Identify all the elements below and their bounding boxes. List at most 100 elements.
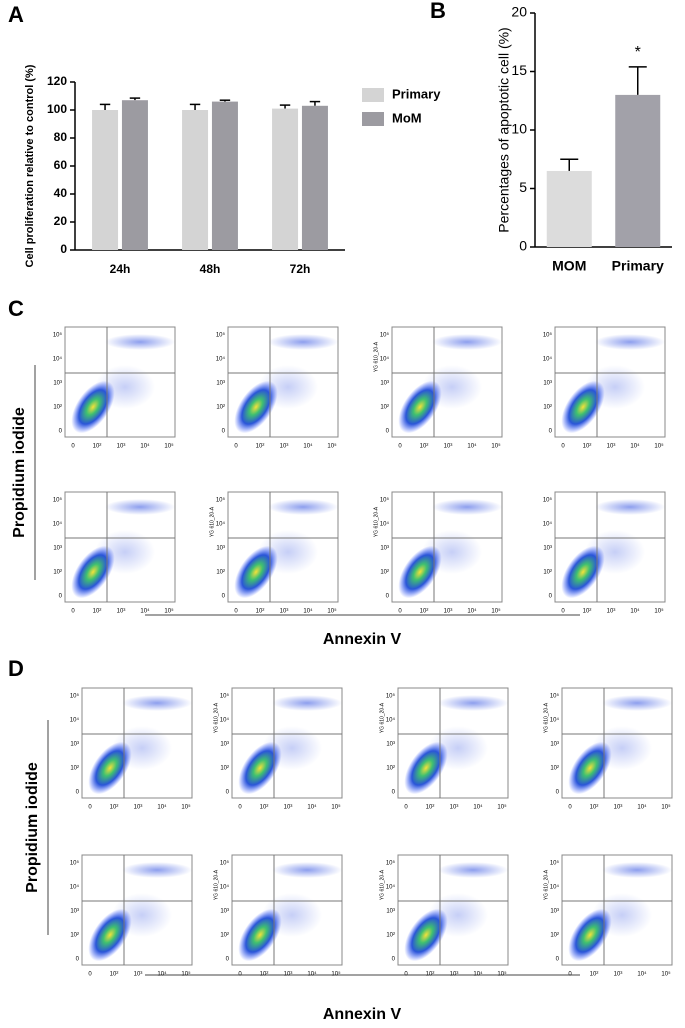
panel-label: D <box>8 656 24 681</box>
x-tick-label: 10⁵ <box>491 608 501 615</box>
x-axis-title: Annexin V <box>323 1006 402 1023</box>
x-tick-label: 10⁵ <box>661 804 671 811</box>
x-tick-label: 0 <box>568 972 572 978</box>
x-tick-label: 10² <box>260 805 269 811</box>
flow-plot: 0 10² 10³ 10⁴ 10⁵ 10⁵ 10⁴ 10³ 10² 0 YG 610_20-A <box>373 326 503 450</box>
x-tick-label: 10⁴ <box>140 608 150 615</box>
sparse-cloud <box>262 726 322 770</box>
x-tick-label: 10⁴ <box>157 971 167 978</box>
bar <box>301 105 328 250</box>
x-tick-label: 10² <box>583 444 592 450</box>
x-tick-label: 10² <box>590 805 599 811</box>
x-tick-label: 10⁴ <box>473 971 483 978</box>
bar <box>182 110 209 250</box>
y-tick-label: 0 <box>76 957 80 963</box>
y-tick-label: 10⁵ <box>386 860 396 867</box>
bar <box>92 110 119 250</box>
y-tick-label: 10⁵ <box>380 497 390 504</box>
y-tick-label: 10² <box>543 570 552 576</box>
sparse-cloud <box>105 334 175 350</box>
y-axis-title: Propidium iodide <box>11 407 28 538</box>
x-tick-label: Primary <box>612 258 664 274</box>
y-tick-label: 10⁴ <box>220 884 230 891</box>
y-tick-label: 0 <box>549 594 553 600</box>
y-tick-label: 0 <box>60 242 67 256</box>
flow-plot: 0 10² 10³ 10⁴ 10⁵ 10⁵ 10⁴ 10³ 10² 0 YG 610_20-A <box>213 854 343 978</box>
x-tick-label: 0 <box>71 444 75 450</box>
sparse-cloud <box>428 726 488 770</box>
y-tick-label: 10⁴ <box>386 884 396 891</box>
y-tick-label: 10⁵ <box>550 693 560 700</box>
y-tick-label: 10⁵ <box>53 332 63 339</box>
sparse-cloud <box>268 334 338 350</box>
sparse-cloud <box>602 862 672 878</box>
y-tick-label: 10³ <box>543 381 552 387</box>
bar <box>546 170 592 247</box>
y-tick-label: 10² <box>380 405 389 411</box>
sparse-cloud <box>592 893 652 937</box>
sparse-cloud <box>438 862 508 878</box>
plot-y-label: YG 610_20-A <box>213 702 219 733</box>
sparse-cloud <box>422 365 482 409</box>
y-tick-label: 10³ <box>216 381 225 387</box>
bar <box>272 108 299 250</box>
sparse-cloud <box>585 530 645 574</box>
y-axis-title: Percentages of apoptotic cell (%) <box>496 27 512 232</box>
y-tick-label: 10² <box>220 933 229 939</box>
x-tick-label: 10⁴ <box>157 804 167 811</box>
y-tick-label: 0 <box>392 957 396 963</box>
y-tick-label: 80 <box>54 130 68 144</box>
x-tick-label: 10² <box>110 972 119 978</box>
x-tick-label: 10⁵ <box>497 971 507 978</box>
sparse-cloud <box>258 530 318 574</box>
x-tick-label: 10⁵ <box>327 608 337 615</box>
flow-plot: 0 10² 10³ 10⁴ 10⁵ 10⁵ 10⁴ 10³ 10² 0 <box>543 326 666 450</box>
y-tick-label: 10³ <box>386 742 395 748</box>
y-tick-label: 10⁵ <box>220 860 230 867</box>
y-tick-label: 15 <box>511 62 527 78</box>
y-tick-label: 100 <box>47 102 67 116</box>
x-tick-label: 0 <box>238 972 242 978</box>
sparse-cloud <box>438 695 508 711</box>
y-tick-label: 10⁵ <box>380 332 390 339</box>
y-tick-label: 0 <box>392 790 396 796</box>
sparse-cloud <box>585 365 645 409</box>
x-tick-label: 10² <box>260 972 269 978</box>
x-tick-label: 0 <box>561 609 565 615</box>
x-tick-label: 10⁵ <box>654 608 664 615</box>
y-tick-label: 10⁴ <box>216 521 226 528</box>
x-tick-label: 10² <box>426 972 435 978</box>
y-tick-label: 0 <box>76 790 80 796</box>
y-tick-label: 10³ <box>380 546 389 552</box>
sparse-cloud <box>105 499 175 515</box>
plot-y-label: YG 610_20-A <box>209 506 215 537</box>
x-tick-label: 10⁴ <box>637 971 647 978</box>
y-tick-label: 10⁵ <box>70 693 80 700</box>
y-tick-label: 5 <box>519 179 527 195</box>
flow-plot: 0 10² 10³ 10⁴ 10⁵ 10⁵ 10⁴ 10³ 10² 0 <box>70 854 193 978</box>
sparse-cloud <box>595 499 665 515</box>
x-tick-label: 10⁴ <box>473 804 483 811</box>
x-tick-label: 10⁵ <box>661 971 671 978</box>
x-tick-label: 10³ <box>134 972 143 978</box>
x-tick-label: 10³ <box>280 609 289 615</box>
x-tick-label: 10³ <box>284 972 293 978</box>
y-tick-label: 120 <box>47 74 67 88</box>
flow-plot: 0 10² 10³ 10⁴ 10⁵ 10⁵ 10⁴ 10³ 10² 0 <box>543 491 666 615</box>
x-tick-label: 10³ <box>607 609 616 615</box>
y-axis-title: Propidium iodide <box>24 762 41 893</box>
sparse-cloud <box>272 695 342 711</box>
sparse-cloud <box>272 862 342 878</box>
y-tick-label: 10² <box>53 405 62 411</box>
y-tick-label: 60 <box>54 158 68 172</box>
y-tick-label: 0 <box>59 594 63 600</box>
y-tick-label: 10⁴ <box>380 356 390 363</box>
y-tick-label: 10³ <box>70 742 79 748</box>
sparse-cloud <box>592 726 652 770</box>
sparse-cloud <box>95 530 155 574</box>
y-tick-label: 0 <box>226 957 230 963</box>
y-tick-label: 0 <box>386 594 390 600</box>
flow-plot: 0 10² 10³ 10⁴ 10⁵ 10⁵ 10⁴ 10³ 10² 0 YG 610_20-A <box>373 491 503 615</box>
legend-label: Primary <box>392 86 441 101</box>
sparse-cloud <box>268 499 338 515</box>
